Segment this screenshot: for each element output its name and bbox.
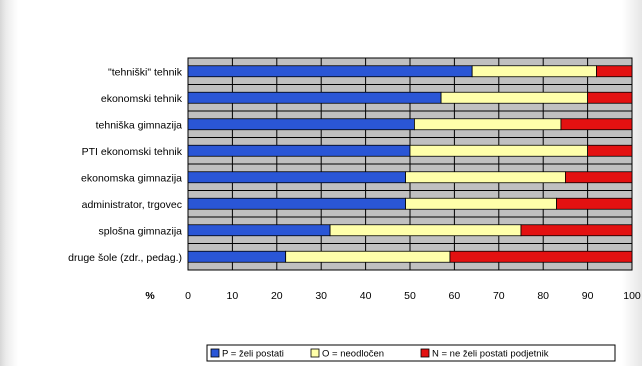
x-tick-label: 0 [185,290,191,302]
legend: P = želi postati O = neodločen N = ne želi… [206,344,616,362]
category-label: administrator, trgovec [82,199,182,211]
x-tick-label: 60 [449,290,461,302]
bar-segment-3-row-1 [596,65,633,78]
legend-swatch-1 [210,348,220,358]
category-label: "tehniški" tehnik [108,66,183,78]
bar-segment-1-row-8 [187,250,287,263]
bar-segment-3-row-5 [565,171,633,184]
legend-box [206,344,616,362]
category-label: tehniška gimnazija [96,119,183,131]
x-tick-label: 90 [582,290,594,302]
bar-segment-3-row-6 [556,197,633,210]
category-label: ekonomski tehnik [101,93,183,105]
legend-swatch-3 [420,348,430,358]
legend-entry-1: P = želi postati [222,349,284,360]
category-label: PTI ekonomski tehnik [82,146,183,158]
legend-entry-3: N = ne želi postati podjetnik [432,349,549,360]
x-tick-label: 100 [623,290,641,302]
bar-segment-2-row-6 [405,197,557,210]
x-tick-label: 30 [315,290,327,302]
legend-swatch-2 [310,348,320,358]
x-tick-label: 40 [360,290,372,302]
bar-segment-1-row-6 [187,197,406,210]
bar-segment-1-row-2 [187,91,442,104]
bar-segment-1-row-3 [187,118,415,131]
category-label: ekonomska gimnazija [81,172,182,184]
bar-segment-1-row-4 [187,144,411,157]
category-labels: "tehniški" tehnik ekonomski tehnik tehnišk… [68,66,183,264]
legend-entry-2: O = neodločen [322,349,384,360]
x-tick-labels: 0 10 20 30 40 50 60 70 80 90 100 [185,290,641,302]
bar-segment-1-row-1 [187,65,473,78]
bar-segment-3-row-3 [560,118,633,131]
bar-segment-2-row-4 [409,144,589,157]
bar-segment-2-row-3 [414,118,562,131]
bar-segment-3-row-8 [449,250,633,263]
bar-segment-3-row-7 [520,224,633,237]
bars [187,65,633,263]
x-tick-label: 70 [493,290,505,302]
bar-segment-1-row-7 [187,224,331,237]
bar-segment-3-row-2 [587,91,633,104]
x-tick-label: 20 [271,290,283,302]
x-tick-label: 80 [537,290,549,302]
category-label: druge šole (zdr., pedag.) [68,252,182,264]
bar-segment-2-row-8 [285,250,451,263]
bar-segment-1-row-5 [187,171,406,184]
bar-segment-2-row-2 [440,91,588,104]
bar-segment-2-row-7 [329,224,522,237]
bar-segment-3-row-4 [587,144,633,157]
category-label: splošna gimnazija [99,225,183,237]
x-tick-label: 50 [404,290,416,302]
x-axis-unit-label: % [145,290,155,302]
x-tick-label: 10 [227,290,239,302]
bar-segment-2-row-1 [471,65,597,78]
bar-segment-2-row-5 [405,171,566,184]
